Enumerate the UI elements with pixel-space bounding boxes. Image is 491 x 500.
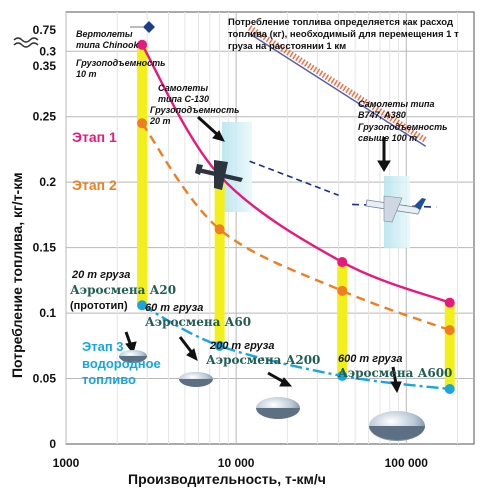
c130-label-1: Самолеты: [158, 83, 208, 93]
series-lines: [141, 44, 451, 391]
y-tick-label: 0: [49, 437, 56, 451]
a60-note: 60 т груза: [145, 302, 203, 314]
x-axis-ticks: 1000 10 000 100 000: [53, 456, 429, 470]
note-line-3: груза на расстоянии 1 км: [228, 41, 346, 52]
c130-label-3: Грузоподъемность: [150, 105, 240, 115]
stage-3-hydrogen-1: водородное: [82, 356, 161, 371]
stage-bar: [137, 44, 148, 306]
y-axis-title: Потребление топлива, кг/т-км: [9, 172, 25, 378]
a20-note: 20 т груза: [71, 269, 130, 281]
series-line-3: [141, 304, 450, 391]
series-point: [214, 340, 225, 351]
airship-a60-icon: [179, 372, 213, 387]
y-tick-label: 0.1: [39, 306, 56, 320]
b747-label-2: B747, A380: [358, 110, 406, 120]
stage-1-label: Этап 1: [72, 129, 117, 145]
y-tick-label: 0.15: [33, 241, 57, 255]
y-axis-ticks: 0 0.05 0.1 0.15 0.2 0.25 0.3: [33, 44, 57, 451]
stage-bar: [337, 262, 348, 376]
y-tick-label-075: 0.75: [33, 23, 57, 37]
a600-name: Аэросмена А600: [338, 366, 452, 380]
c130-airplane-icon: [195, 160, 243, 190]
series-line-2: [141, 122, 451, 332]
labels: Потребление топлива, кг/т-км Производите…: [9, 17, 459, 487]
y-tick-label: 0.3: [39, 44, 56, 58]
series-point: [137, 39, 148, 50]
b747-label-1: Самолеты типа: [358, 99, 435, 109]
series-line-1: [141, 44, 451, 304]
series-point: [214, 224, 225, 235]
x-tick-label: 10 000: [218, 456, 255, 470]
reference-line-b747: [249, 33, 427, 147]
note-line-1: Потребление топлива определяется как рас…: [228, 17, 453, 28]
b747-label-4: свыше 100 т: [358, 133, 417, 143]
airship-a20-icon: [119, 350, 147, 363]
stage-bar: [444, 302, 455, 390]
series-point: [444, 297, 455, 308]
c130-label-2: типа С-130: [158, 94, 209, 104]
x-tick-label: 100 000: [385, 456, 429, 470]
a200-note: 200 т груза: [209, 340, 275, 352]
y-tick-label: 0.05: [33, 372, 57, 386]
reference-aircraft-zone: [222, 122, 410, 248]
x-axis-title: Производительность, т-км/ч: [128, 471, 326, 487]
airship-a200-icon: [256, 397, 300, 419]
stage-3-label: Этап 3: [82, 339, 124, 354]
stage-bar: [214, 175, 225, 346]
a20-name: Аэросмена А20: [70, 283, 176, 297]
series-point: [137, 300, 148, 311]
y-tick-label: 0.2: [39, 175, 56, 189]
airship-icons: [119, 350, 425, 441]
a60-name: Аэросмена А60: [145, 315, 251, 329]
reference-line-c130: [249, 160, 339, 197]
y-tick-label-035: 0.35: [33, 59, 57, 73]
a20-sub: (прототип): [70, 300, 128, 312]
chinook-label-2: типа Chinook: [76, 40, 139, 50]
c130-cylinder: [222, 122, 252, 212]
airship-a600-icon: [369, 411, 425, 441]
stage-3-hydrogen-2: топливо: [82, 372, 136, 387]
stage-2-label: Этап 2: [72, 177, 117, 193]
series-point: [444, 325, 455, 336]
chinook-marker: [143, 21, 155, 33]
chinook-payload-1: Грузоподъемность: [76, 58, 166, 68]
note-line-2: топлива (кг), необходимый для перемещени…: [228, 29, 459, 40]
series-point: [337, 285, 348, 296]
a200-name: Аэросмена А200: [206, 353, 320, 367]
y-tick-label: 0.25: [33, 110, 57, 124]
c130-label-4: 20 т: [149, 116, 171, 126]
stage-bars: [137, 44, 455, 390]
series-point: [137, 118, 148, 129]
axis-break-mark: [13, 37, 39, 48]
series-point: [337, 257, 348, 268]
chinook-label-1: Вертолеты: [76, 29, 133, 39]
series-point: [337, 370, 348, 381]
chinook-payload-2: 10 т: [76, 69, 97, 79]
series-point: [444, 384, 455, 395]
a600-note: 600 т груза: [338, 353, 403, 365]
b747-label-3: Грузоподъемность: [358, 122, 448, 132]
b747-airplane-icon: [365, 195, 426, 223]
x-tick-label: 1000: [53, 456, 80, 470]
